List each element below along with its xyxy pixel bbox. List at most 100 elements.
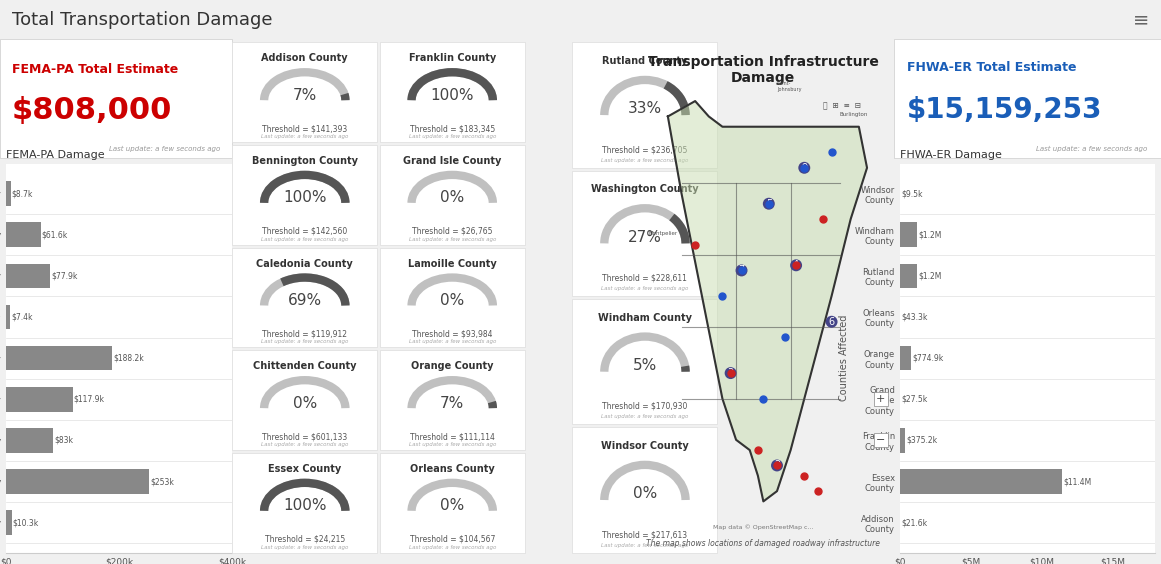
- Text: Last update: a few seconds ago: Last update: a few seconds ago: [409, 134, 496, 139]
- Text: Threshold = $217,613: Threshold = $217,613: [603, 530, 687, 539]
- Text: 33%: 33%: [628, 102, 662, 116]
- Text: FEMA-PA Damage: FEMA-PA Damage: [6, 150, 104, 160]
- Text: Threshold = $141,393: Threshold = $141,393: [262, 124, 347, 133]
- Text: Threshold = $228,611: Threshold = $228,611: [603, 274, 687, 283]
- Text: $77.9k: $77.9k: [51, 271, 78, 280]
- FancyBboxPatch shape: [894, 39, 1161, 158]
- Text: 0%: 0%: [440, 293, 464, 308]
- Text: Essex County: Essex County: [268, 464, 341, 474]
- Text: 0%: 0%: [293, 396, 317, 411]
- Bar: [900, 469, 1061, 494]
- Text: FEMA-PA Total Estimate: FEMA-PA Total Estimate: [12, 63, 178, 76]
- Text: Threshold = $111,114: Threshold = $111,114: [410, 432, 495, 441]
- Text: $61.6k: $61.6k: [42, 230, 68, 239]
- Bar: [900, 346, 910, 371]
- Text: ≡: ≡: [1133, 10, 1149, 29]
- Bar: [6, 305, 10, 329]
- Text: Last update: a few seconds ago: Last update: a few seconds ago: [601, 286, 688, 291]
- Text: Last update: a few seconds ago: Last update: a few seconds ago: [409, 237, 496, 242]
- Text: Last update: a few seconds ago: Last update: a few seconds ago: [409, 340, 496, 345]
- Text: $83k: $83k: [53, 436, 73, 445]
- FancyBboxPatch shape: [232, 350, 377, 450]
- Text: Last update: a few seconds ago: Last update: a few seconds ago: [1037, 146, 1147, 152]
- Text: $43.3k: $43.3k: [902, 312, 928, 321]
- Text: Last update: a few seconds ago: Last update: a few seconds ago: [601, 158, 688, 163]
- FancyBboxPatch shape: [0, 39, 232, 158]
- Text: Montpelier: Montpelier: [649, 231, 678, 236]
- Text: Bennington County: Bennington County: [252, 156, 358, 166]
- Text: $375.2k: $375.2k: [907, 436, 938, 445]
- Text: $188.2k: $188.2k: [114, 354, 144, 363]
- FancyBboxPatch shape: [380, 350, 525, 450]
- Text: $15,159,253: $15,159,253: [908, 96, 1103, 124]
- Bar: [6, 181, 10, 206]
- Text: $1.2M: $1.2M: [918, 271, 942, 280]
- Text: $11.4M: $11.4M: [1063, 477, 1091, 486]
- FancyBboxPatch shape: [572, 428, 717, 553]
- Text: FHWA-ER Damage: FHWA-ER Damage: [900, 150, 1002, 160]
- Text: 3: 3: [728, 368, 734, 378]
- Text: 100%: 100%: [283, 191, 326, 205]
- Text: 2: 2: [774, 460, 780, 470]
- Text: Last update: a few seconds ago: Last update: a few seconds ago: [261, 545, 348, 550]
- Text: 🔍  ⊞  ≡  ⊟: 🔍 ⊞ ≡ ⊟: [823, 101, 861, 110]
- Polygon shape: [668, 101, 867, 501]
- Text: Last update: a few seconds ago: Last update: a few seconds ago: [261, 134, 348, 139]
- Bar: [900, 222, 917, 247]
- Text: Threshold = $601,133: Threshold = $601,133: [262, 432, 347, 441]
- Text: The map shows locations of damaged roadway infrastructure: The map shows locations of damaged roadw…: [647, 539, 880, 548]
- Bar: [6, 263, 50, 288]
- FancyBboxPatch shape: [380, 42, 525, 142]
- Text: Map data © OpenStreetMap c...: Map data © OpenStreetMap c...: [713, 524, 814, 530]
- Bar: [900, 428, 906, 453]
- Text: Last update: a few seconds ago: Last update: a few seconds ago: [409, 442, 496, 447]
- Text: 5%: 5%: [633, 358, 657, 373]
- Text: Last update: a few seconds ago: Last update: a few seconds ago: [601, 415, 688, 420]
- Text: $27.5k: $27.5k: [902, 395, 928, 404]
- Text: 0%: 0%: [440, 191, 464, 205]
- Text: Windham County: Windham County: [598, 312, 692, 323]
- Text: 9: 9: [801, 163, 807, 173]
- FancyBboxPatch shape: [572, 170, 717, 296]
- Text: Last update: a few seconds ago: Last update: a few seconds ago: [109, 146, 221, 152]
- Text: +: +: [877, 394, 886, 404]
- Text: FHWA-ER Total Estimate: FHWA-ER Total Estimate: [908, 61, 1076, 74]
- FancyBboxPatch shape: [232, 42, 377, 142]
- Text: Threshold = $170,930: Threshold = $170,930: [603, 402, 687, 411]
- Text: Saint-
Johnsbury: Saint- Johnsbury: [777, 81, 801, 92]
- Text: Transportation Infrastructure
Damage: Transportation Infrastructure Damage: [648, 55, 879, 85]
- Bar: [6, 469, 149, 494]
- Text: Last update: a few seconds ago: Last update: a few seconds ago: [261, 340, 348, 345]
- Text: Last update: a few seconds ago: Last update: a few seconds ago: [261, 237, 348, 242]
- Text: 5: 5: [766, 199, 772, 209]
- Text: Lamoille County: Lamoille County: [408, 258, 497, 268]
- Text: $253k: $253k: [150, 477, 174, 486]
- Bar: [6, 346, 113, 371]
- Bar: [6, 387, 72, 412]
- FancyBboxPatch shape: [380, 145, 525, 245]
- Text: Washington County: Washington County: [591, 184, 699, 195]
- Text: Threshold = $142,560: Threshold = $142,560: [262, 227, 347, 236]
- Y-axis label: Counties Affected: Counties Affected: [839, 315, 850, 402]
- Text: Caledonia County: Caledonia County: [257, 258, 353, 268]
- Text: Threshold = $26,765: Threshold = $26,765: [412, 227, 492, 236]
- Text: Threshold = $119,912: Threshold = $119,912: [262, 329, 347, 338]
- Bar: [900, 263, 917, 288]
- Text: $21.6k: $21.6k: [901, 518, 928, 527]
- Text: Threshold = $183,345: Threshold = $183,345: [410, 124, 495, 133]
- Text: $10.3k: $10.3k: [13, 518, 39, 527]
- Text: 7%: 7%: [293, 88, 317, 103]
- Text: 100%: 100%: [283, 499, 326, 513]
- Bar: [6, 222, 41, 247]
- Text: $7.4k: $7.4k: [12, 312, 33, 321]
- Text: Threshold = $93,984: Threshold = $93,984: [412, 329, 492, 338]
- Text: Threshold = $24,215: Threshold = $24,215: [265, 535, 345, 544]
- Text: Last update: a few seconds ago: Last update: a few seconds ago: [261, 442, 348, 447]
- Text: $1.2M: $1.2M: [918, 230, 942, 239]
- Text: Franklin County: Franklin County: [409, 53, 496, 63]
- FancyBboxPatch shape: [380, 453, 525, 553]
- Text: −: −: [877, 435, 886, 445]
- Text: $808,000: $808,000: [12, 96, 172, 125]
- FancyBboxPatch shape: [232, 453, 377, 553]
- Text: Orleans County: Orleans County: [410, 464, 495, 474]
